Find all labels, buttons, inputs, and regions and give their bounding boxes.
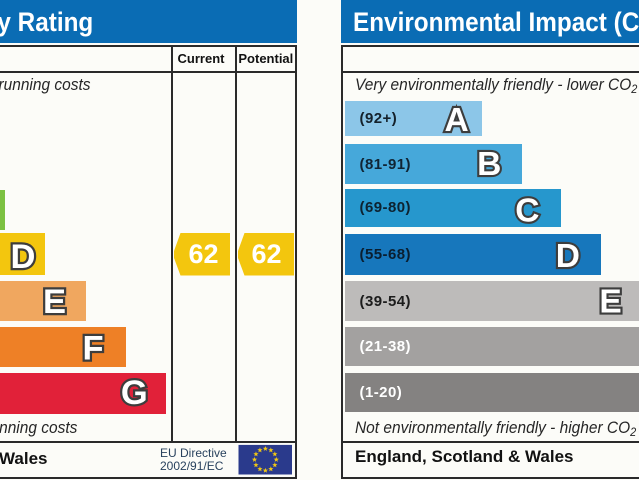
svg-text:B: B xyxy=(477,146,501,183)
svg-text:E: E xyxy=(43,283,66,321)
svg-text:F: F xyxy=(82,329,103,367)
svg-text:A: A xyxy=(444,102,468,139)
svg-text:C: C xyxy=(515,192,539,229)
svg-text:E: E xyxy=(599,283,621,320)
svg-text:D: D xyxy=(11,238,36,276)
svg-text:62: 62 xyxy=(251,239,281,269)
svg-text:G: G xyxy=(121,374,148,412)
svg-text:62: 62 xyxy=(188,239,218,269)
svg-text:D: D xyxy=(556,238,580,275)
